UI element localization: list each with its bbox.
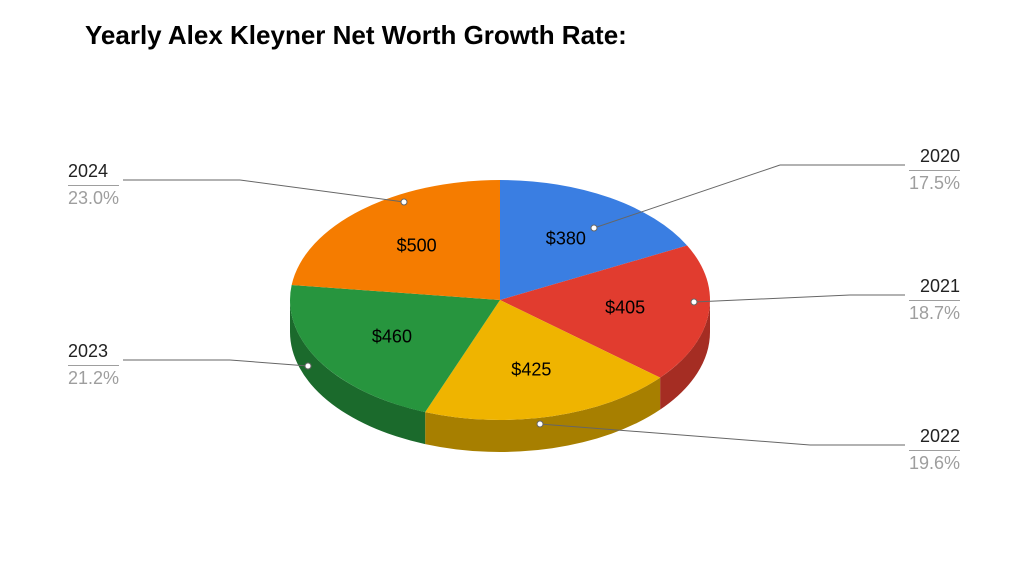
slice-value-2023: $460 <box>372 327 412 348</box>
chart-title: Yearly Alex Kleyner Net Worth Growth Rat… <box>85 20 627 51</box>
callout-year: 2023 <box>68 340 119 363</box>
callout-percent: 23.0% <box>68 185 119 210</box>
callout-year: 2022 <box>909 425 960 448</box>
callout-percent: 21.2% <box>68 365 119 390</box>
slice-value-2020: $380 <box>546 228 586 249</box>
callout-2021: 202118.7% <box>909 275 960 326</box>
callout-2020: 202017.5% <box>909 145 960 196</box>
callout-year: 2021 <box>909 275 960 298</box>
slice-value-2024: $500 <box>397 235 437 256</box>
slice-value-2022: $425 <box>511 359 551 380</box>
callout-2024: 202423.0% <box>68 160 119 211</box>
callout-2023: 202321.2% <box>68 340 119 391</box>
callout-2022: 202219.6% <box>909 425 960 476</box>
pie-svg <box>0 0 1024 576</box>
callout-year: 2024 <box>68 160 119 183</box>
callout-percent: 19.6% <box>909 450 960 475</box>
callout-percent: 17.5% <box>909 170 960 195</box>
pie-chart: Yearly Alex Kleyner Net Worth Growth Rat… <box>0 0 1024 576</box>
callout-year: 2020 <box>909 145 960 168</box>
slice-value-2021: $405 <box>605 298 645 319</box>
callout-percent: 18.7% <box>909 300 960 325</box>
